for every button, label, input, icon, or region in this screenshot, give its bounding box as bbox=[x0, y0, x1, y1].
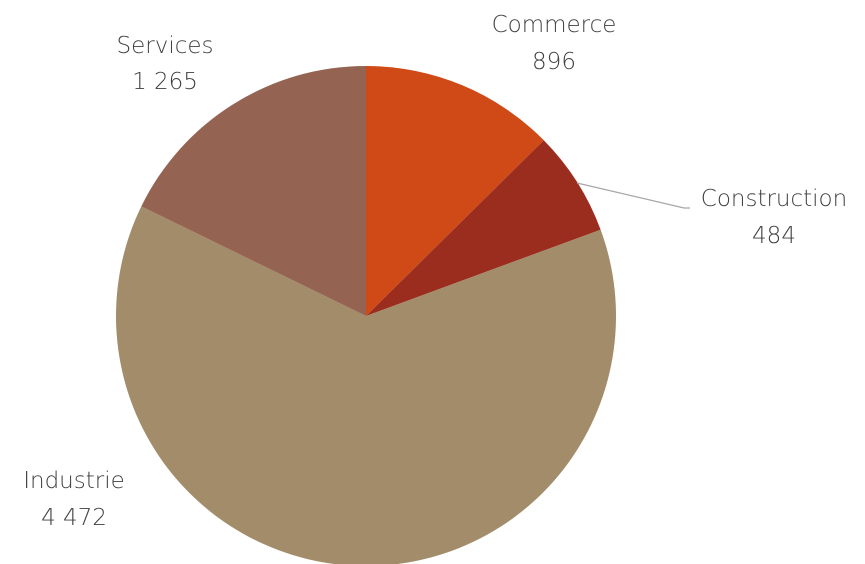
label-commerce-value: 896 bbox=[532, 49, 576, 75]
slice-construction bbox=[366, 140, 601, 316]
label-construction-value: 484 bbox=[752, 223, 796, 249]
construction-leader-line bbox=[576, 182, 690, 209]
label-construction-name: Construction bbox=[701, 186, 847, 212]
label-industrie-value: 4 472 bbox=[41, 505, 107, 531]
label-industrie-name: Industrie bbox=[23, 468, 125, 494]
slice-industrie bbox=[116, 206, 616, 564]
slice-commerce bbox=[366, 65, 544, 316]
label-commerce-name: Commerce bbox=[492, 12, 617, 38]
pie-slices bbox=[116, 65, 616, 564]
label-services-name: Services bbox=[117, 33, 214, 59]
label-services-value: 1 265 bbox=[132, 69, 198, 95]
slice-services bbox=[141, 66, 366, 316]
